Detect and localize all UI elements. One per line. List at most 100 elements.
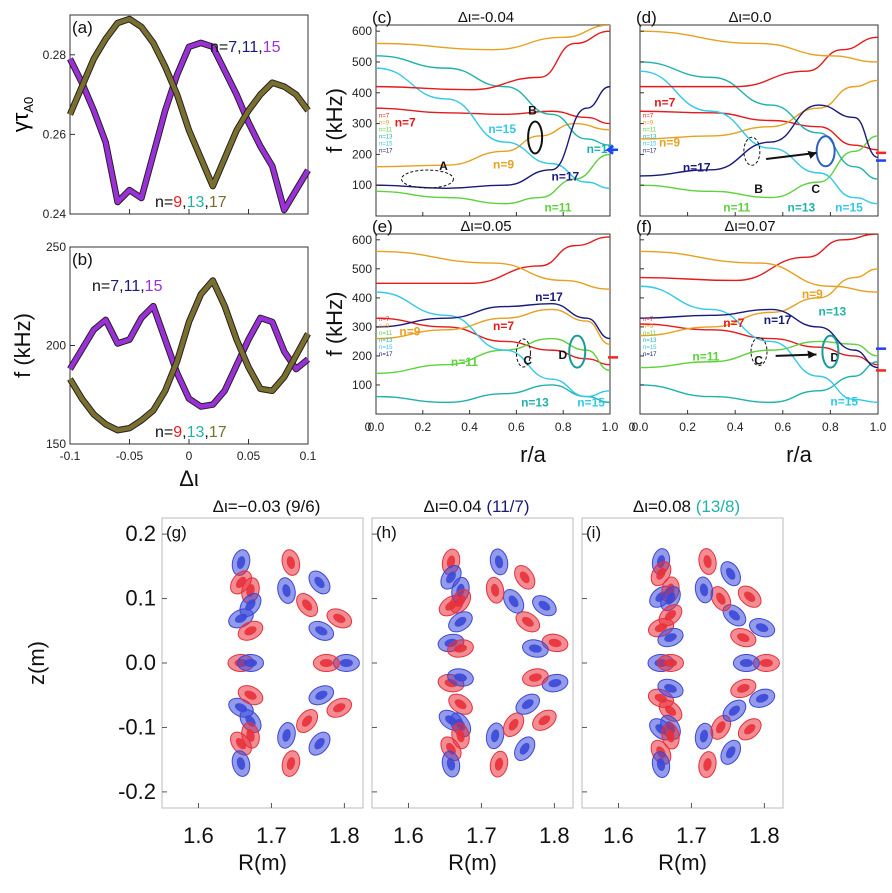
legend-comma: , xyxy=(237,39,241,56)
gap-ellipse-C xyxy=(815,135,836,168)
y-tick-label: 600 xyxy=(352,24,372,38)
continuum-line-n13 xyxy=(640,361,878,404)
legend-n-value: 17 xyxy=(209,194,227,211)
mode-lobe-core xyxy=(522,616,534,627)
mode-label: C xyxy=(754,354,763,368)
mode-lobe-core xyxy=(302,599,313,611)
continuum-curves xyxy=(376,236,610,404)
mode-lobe-core xyxy=(725,567,736,580)
arrow-head xyxy=(807,350,817,359)
mode-lobe-core xyxy=(703,555,712,568)
mode-lobe-core xyxy=(656,758,666,771)
y-tick-label: 400 xyxy=(352,291,372,305)
series-legend: n=9,13,17 xyxy=(155,194,227,211)
mode-lobe-core xyxy=(521,699,534,710)
mode-lobe-core xyxy=(246,728,255,742)
mode-lobe-core xyxy=(333,613,346,623)
mode-lobe-core xyxy=(538,715,551,726)
x-tick-label: -0.05 xyxy=(116,449,144,463)
y-tick-label: 600 xyxy=(352,233,372,247)
plot-frame xyxy=(375,24,611,217)
mode-lobe-core xyxy=(333,703,346,713)
continuum-line-n17 xyxy=(640,308,878,369)
legend-entry: n=11 xyxy=(643,127,657,133)
mode-lobe-core xyxy=(508,595,519,608)
mode-lobe-core xyxy=(282,728,291,742)
legend-n-value: 9 xyxy=(173,424,182,441)
mode-lobe-core xyxy=(739,659,753,668)
panel-g: 0.2 0.1 0.0 -0.1 -0.2 1.6 1.7 1.8 R(m) z(m) (g) Δι=… xyxy=(24,497,364,875)
x-tick-label: 0.05 xyxy=(237,449,261,463)
mode-label: n=11 xyxy=(692,349,719,363)
legend-entry: n=7 xyxy=(643,113,654,119)
x-tick-label: 0.0 xyxy=(368,420,385,434)
panel-title: Δι=0.08 (13/8) xyxy=(633,497,740,516)
panel-title: Δι=0.07 xyxy=(724,218,775,235)
gap-ellipse-C xyxy=(750,337,768,367)
series-legend: n=7,11,15 xyxy=(92,278,163,295)
panel-title: Δι=0.05 xyxy=(460,218,511,235)
y-tick-label: 0.1 xyxy=(125,586,156,611)
mode-lobe-core xyxy=(716,592,726,605)
legend-comma: , xyxy=(140,278,144,295)
y-tick-label: 500 xyxy=(352,262,372,276)
x-axis-label: R(m) xyxy=(238,850,287,875)
legend-comma: , xyxy=(119,278,123,295)
continuum-line-n7 xyxy=(640,110,878,151)
y-tick-label: -0.2 xyxy=(118,779,156,804)
x-tick-label: 1.7 xyxy=(256,823,287,848)
y-tick-label: 0.0 xyxy=(125,650,156,675)
panel-title-ratio: (13/8) xyxy=(696,497,740,516)
continuum-line-n9 xyxy=(640,268,878,337)
mode-label: n=15 xyxy=(577,396,605,410)
y-axis-label: γτA0 xyxy=(8,97,36,133)
y-axis-label: z(m) xyxy=(24,641,49,685)
x-tick-label: 1.8 xyxy=(329,823,360,848)
mode-label: n=15 xyxy=(830,394,858,408)
legend-entry: n=7 xyxy=(379,317,390,323)
mode-structure xyxy=(227,549,360,777)
panel-e: 100 200 300 400 500 600 00.0 0.2 0.4 0.6 0.8 1.0 r/a… xyxy=(322,217,619,467)
legend-prefix: n= xyxy=(155,424,173,441)
legend-entry: n=11 xyxy=(379,127,393,133)
mode-label: n=13 xyxy=(788,200,816,214)
legend-entry: n=17 xyxy=(379,352,393,358)
mode-lobe-core xyxy=(664,633,677,642)
mode-label: n=7 xyxy=(493,319,514,333)
series-legend: n=7,11,15 xyxy=(210,39,281,56)
freq-arrow xyxy=(604,144,618,155)
mode-lobe-core xyxy=(454,673,467,682)
x-tick-label: 0.4 xyxy=(461,420,478,434)
y-tick-label: 100 xyxy=(352,378,372,392)
plot-frame xyxy=(69,246,309,445)
panel-f: 00.0 0.2 0.4 0.6 0.8 1.0r/a(f) Δι=0.07n=7n=9n=… xyxy=(629,217,887,467)
legend-entry: n=13 xyxy=(379,338,393,344)
mode-label: n=17 xyxy=(683,160,711,174)
continuum-line-n17 xyxy=(376,302,610,340)
mode-label: n=9 xyxy=(802,287,823,301)
x-axis-label: R(m) xyxy=(658,850,707,875)
x-tick-label: 0.2 xyxy=(679,420,696,434)
mode-lobe-core xyxy=(454,616,467,627)
continuum-line-n7 xyxy=(640,323,878,366)
continuum-line-n15 xyxy=(640,70,878,205)
mode-lobe-core xyxy=(664,610,677,621)
mode-lobe-core xyxy=(236,757,246,770)
continuum-line-n9b xyxy=(640,30,878,63)
legend-comma: , xyxy=(204,194,208,211)
continuum-line-n9b xyxy=(376,25,610,51)
mode-label: n=17 xyxy=(764,313,792,327)
panel-title-main: Δι=0.08 xyxy=(633,497,696,516)
arrow-head xyxy=(807,150,817,159)
panel-label: (c) xyxy=(372,8,392,27)
mode-lobe-core xyxy=(548,679,562,688)
legend-n-value: 15 xyxy=(145,278,163,295)
x-axis-label: r/a xyxy=(520,442,546,467)
mode-lobe-core xyxy=(315,626,328,636)
mode-lobe-core xyxy=(529,673,542,682)
mode-lobe-core xyxy=(446,555,456,569)
legend-entry: n=15 xyxy=(379,345,393,351)
mode-label: n=9 xyxy=(493,157,514,171)
mode-lobe-core xyxy=(716,721,726,734)
mode-label: n=11 xyxy=(451,355,478,369)
